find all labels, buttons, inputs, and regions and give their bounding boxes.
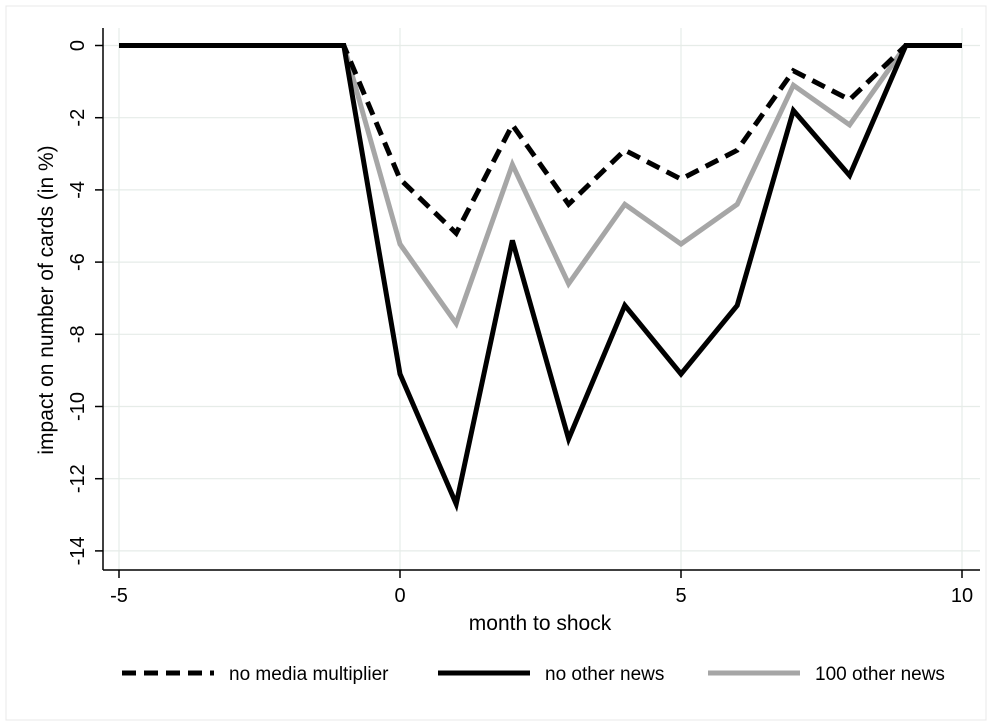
y-tick-label: -8 — [67, 325, 89, 343]
y-tick-label: 0 — [67, 40, 89, 51]
y-axis-title: impact on number of cards (in %) — [35, 145, 58, 454]
x-tick-label: 5 — [675, 585, 686, 607]
legend-label: no other news — [545, 664, 664, 685]
x-axis-title: month to shock — [469, 612, 612, 635]
series-line-no-media-multiplier — [119, 43, 962, 238]
y-tick-label: -2 — [67, 109, 89, 127]
x-tick-label: 10 — [951, 585, 973, 607]
legend: no media multiplier no other news 100 othe… — [122, 664, 945, 685]
legend-label: no media multiplier — [229, 664, 389, 685]
y-tick-label: -4 — [67, 181, 89, 199]
outer-border — [5, 5, 987, 721]
y-tick-label: -6 — [67, 253, 89, 271]
x-tick-label: 0 — [394, 585, 405, 607]
y-tick-label: -12 — [67, 464, 89, 493]
y-tick-label: -10 — [67, 392, 89, 421]
series-lines — [119, 43, 962, 513]
x-tick-label: -5 — [110, 585, 128, 607]
y-tick-label: -14 — [67, 536, 89, 565]
y-axis-ticks: 0 -2 -4 -6 -8 -10 -12 -14 — [67, 40, 103, 565]
legend-label: 100 other news — [815, 664, 945, 685]
x-axis-ticks: -5 0 5 10 — [110, 570, 973, 607]
